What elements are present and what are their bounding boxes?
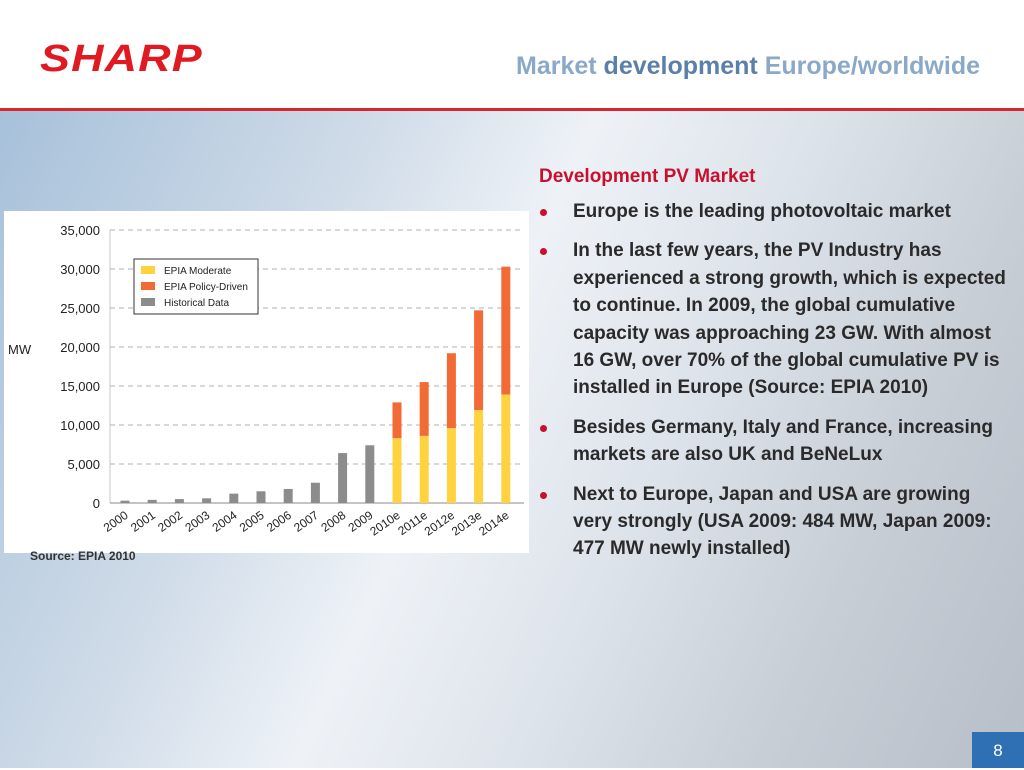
- bullet-dot-icon: [540, 248, 547, 256]
- y-tick-label: 35,000: [60, 223, 100, 238]
- x-tick-label: 2007: [291, 508, 321, 535]
- x-tick-label: 2003: [182, 508, 212, 535]
- bar-historical: [365, 445, 375, 503]
- title-part-region: Europe/worldwide: [764, 52, 980, 80]
- legend-swatch: [141, 282, 155, 290]
- x-tick-label: 2013e: [449, 508, 485, 539]
- chart-source: Source: EPIA 2010: [30, 549, 136, 563]
- chart-panel: 0 5,000 10,000 15,000 20,000 25,000 30,000 35,0…: [4, 211, 529, 553]
- header-divider: [0, 108, 1024, 111]
- bullet-text: Besides Germany, Italy and France, incre…: [573, 416, 993, 466]
- y-axis-label: MW: [8, 342, 32, 357]
- legend-swatch: [141, 298, 155, 306]
- bar-policy-driven: [419, 382, 429, 436]
- header: SHARP Market development Europe/worldwid…: [0, 0, 1024, 108]
- y-tick-label: 0: [93, 496, 100, 511]
- title-part-market: Market: [516, 52, 597, 80]
- section-heading: Development PV Market: [539, 166, 756, 187]
- bar-historical: [120, 500, 130, 503]
- text-panel: Development PV Market Europe is the lead…: [539, 166, 1009, 575]
- bar-historical: [229, 493, 239, 503]
- title-part-development: development: [603, 52, 758, 80]
- bar-policy-driven: [392, 402, 402, 439]
- y-tick-label: 5,000: [67, 457, 100, 472]
- bullet-item: Europe is the leading photovoltaic marke…: [539, 198, 1009, 225]
- bar-historical: [202, 498, 212, 503]
- legend-label: EPIA Policy-Driven: [164, 282, 248, 293]
- x-tick-label: 2006: [264, 508, 294, 535]
- x-tick-label: 2004: [210, 508, 240, 535]
- bar-moderate: [446, 428, 456, 503]
- bullet-item: In the last few years, the PV Industry h…: [539, 237, 1009, 401]
- legend-label: Historical Data: [164, 298, 229, 309]
- x-tick-label: 2008: [318, 508, 348, 535]
- legend-label: EPIA Moderate: [164, 266, 232, 277]
- bar-moderate: [419, 435, 429, 503]
- bar-policy-driven: [501, 266, 511, 395]
- bullet-dot-icon: [540, 209, 547, 216]
- page-number: 8: [972, 732, 1024, 768]
- bar-moderate: [474, 410, 484, 503]
- y-tick-label: 15,000: [60, 379, 100, 394]
- bullet-item: Besides Germany, Italy and France, incre…: [539, 414, 1009, 469]
- bar-moderate: [501, 394, 511, 503]
- bar-policy-driven: [446, 353, 456, 429]
- bar-historical: [310, 482, 320, 503]
- bullet-text: In the last few years, the PV Industry h…: [573, 240, 1006, 399]
- y-tick-label: 10,000: [60, 418, 100, 433]
- bullet-list: Europe is the leading photovoltaic marke…: [539, 198, 1009, 563]
- sharp-logo: SHARP: [40, 38, 203, 80]
- bullet-dot-icon: [540, 491, 547, 499]
- bar-historical: [256, 491, 266, 503]
- x-tick-label: 2002: [155, 508, 185, 535]
- bullet-item: Next to Europe, Japan and USA are growin…: [539, 481, 1009, 563]
- bar-moderate: [392, 438, 402, 503]
- bar-historical: [283, 488, 293, 503]
- bullet-text: Next to Europe, Japan and USA are growin…: [573, 483, 992, 560]
- bar-policy-driven: [474, 310, 484, 411]
- x-tick-label: 2014e: [476, 508, 512, 539]
- x-tick-label: 2011e: [395, 508, 430, 538]
- pv-market-chart: 0 5,000 10,000 15,000 20,000 25,000 30,000 35,0…: [8, 223, 524, 539]
- bullet-text: Europe is the leading photovoltaic marke…: [573, 201, 951, 222]
- bar-historical: [174, 499, 184, 503]
- y-tick-label: 20,000: [60, 340, 100, 355]
- x-tick-label: 2010e: [367, 508, 403, 539]
- bar-historical: [338, 453, 348, 503]
- legend-swatch: [141, 266, 155, 274]
- x-tick-label: 2012e: [422, 508, 458, 539]
- bullet-dot-icon: [540, 424, 547, 432]
- x-tick-label: 2005: [237, 508, 267, 535]
- x-tick-label: 2001: [128, 508, 158, 535]
- bar-historical: [147, 499, 157, 503]
- y-tick-label: 25,000: [60, 301, 100, 316]
- page-title: Market development Europe/worldwide: [516, 52, 980, 81]
- x-tick-label: 2000: [101, 508, 131, 535]
- y-tick-label: 30,000: [60, 262, 100, 277]
